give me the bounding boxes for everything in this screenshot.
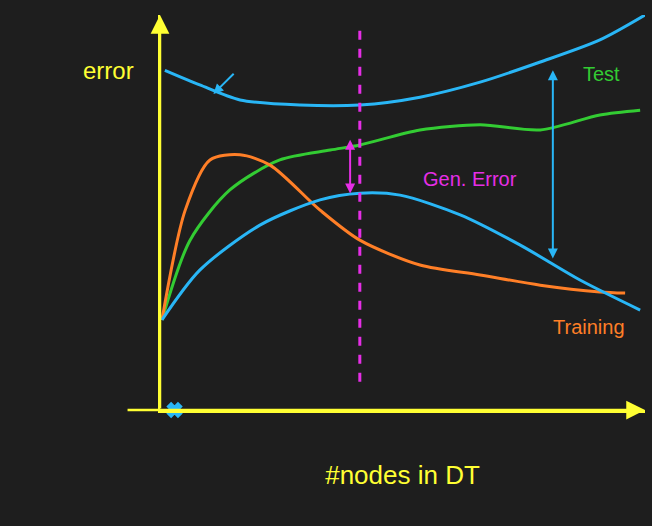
svg-text:#nodes in DT: #nodes in DT [325, 460, 480, 490]
svg-text:Training: Training [553, 316, 625, 338]
svg-text:error: error [83, 57, 134, 84]
svg-text:Gen. Error: Gen. Error [423, 168, 517, 190]
svg-text:Test: Test [583, 63, 620, 85]
